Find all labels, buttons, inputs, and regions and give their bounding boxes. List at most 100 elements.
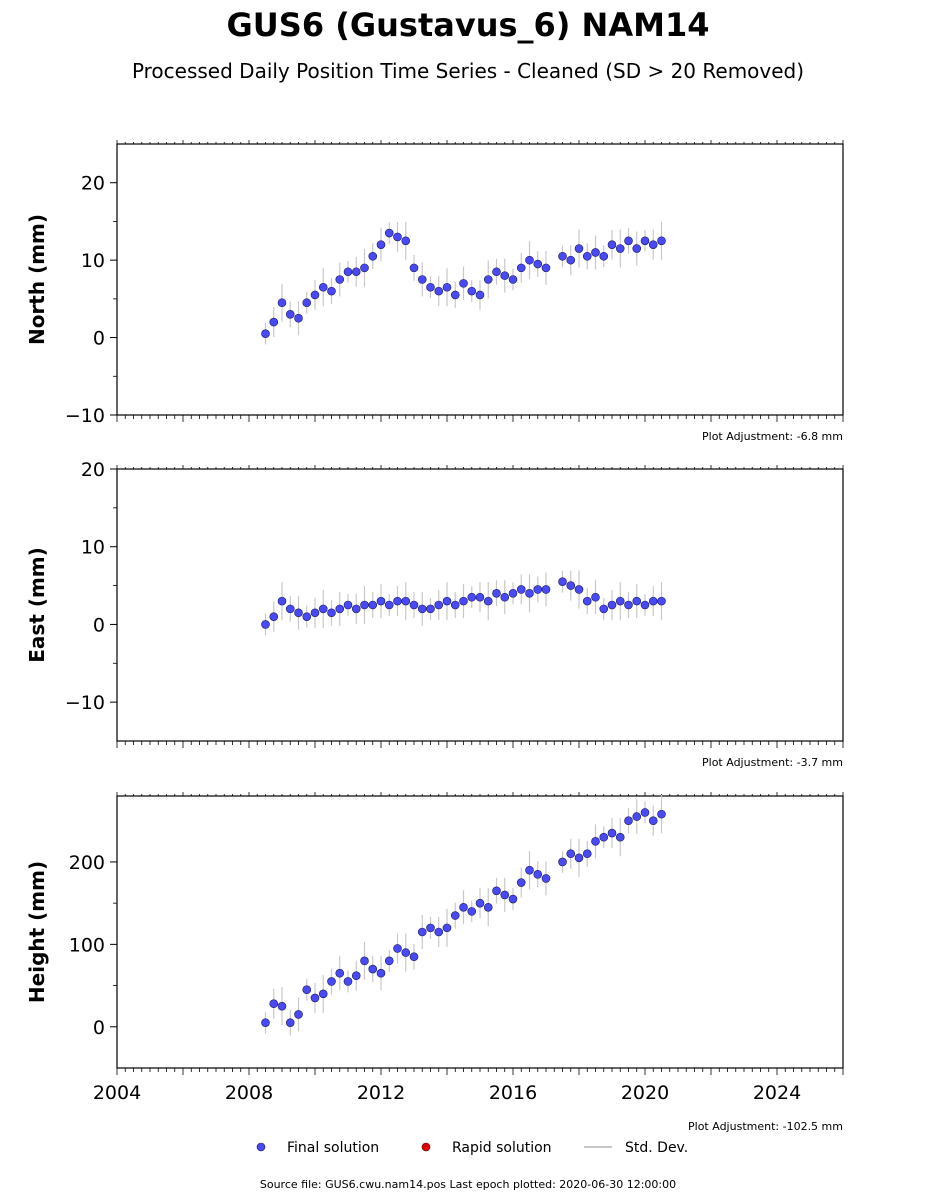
data-points bbox=[261, 577, 666, 629]
data-point bbox=[566, 581, 576, 590]
data-point bbox=[360, 600, 369, 610]
data-point bbox=[269, 999, 279, 1009]
data-point bbox=[632, 812, 642, 821]
data-point bbox=[607, 600, 617, 610]
data-point bbox=[525, 589, 534, 598]
data-point bbox=[393, 944, 402, 953]
data-point bbox=[541, 585, 551, 594]
data-point bbox=[541, 263, 551, 273]
data-point bbox=[508, 894, 518, 904]
data-point bbox=[648, 596, 658, 606]
data-point bbox=[516, 585, 526, 594]
data-point bbox=[261, 620, 270, 629]
data-point bbox=[475, 592, 485, 602]
data-point bbox=[648, 816, 658, 826]
data-point bbox=[401, 596, 411, 606]
data-point bbox=[657, 236, 666, 246]
data-point bbox=[401, 236, 411, 246]
data-point bbox=[318, 282, 328, 292]
std-dev-bars bbox=[264, 795, 663, 1036]
data-point bbox=[459, 279, 468, 288]
chart-title: GUS6 (Gustavus_6) NAM14 bbox=[227, 6, 710, 44]
data-point bbox=[574, 853, 584, 863]
plot-frame bbox=[116, 143, 844, 416]
data-point bbox=[285, 310, 295, 319]
data-point bbox=[607, 828, 617, 838]
data-point bbox=[409, 263, 419, 273]
y-tick-label: 0 bbox=[93, 328, 105, 350]
y-tick-label: 10 bbox=[81, 250, 105, 272]
data-point bbox=[500, 271, 510, 280]
data-point bbox=[657, 809, 666, 819]
data-point bbox=[525, 255, 534, 265]
data-point bbox=[483, 275, 493, 284]
data-point bbox=[591, 248, 600, 257]
data-point bbox=[450, 290, 460, 300]
data-point bbox=[599, 832, 609, 842]
plot-adjustment: Plot Adjustment: -6.8 mm bbox=[702, 430, 843, 443]
data-point bbox=[277, 298, 287, 308]
x-tick-label: 2024 bbox=[753, 1082, 801, 1104]
data-point bbox=[401, 948, 411, 957]
data-points bbox=[261, 808, 666, 1027]
data-point bbox=[508, 589, 518, 598]
data-point bbox=[335, 968, 345, 978]
data-point bbox=[327, 977, 336, 986]
data-point bbox=[632, 244, 642, 253]
data-point bbox=[442, 596, 452, 606]
data-point bbox=[632, 596, 642, 606]
x-tick-label: 2016 bbox=[489, 1082, 537, 1104]
source-note: Source file: GUS6.cwu.nam14.pos Last epo… bbox=[260, 1178, 676, 1191]
data-point bbox=[591, 837, 600, 846]
x-tick-label: 2004 bbox=[93, 1082, 141, 1104]
data-point bbox=[310, 993, 320, 1003]
data-point bbox=[566, 255, 576, 265]
data-point bbox=[335, 275, 345, 284]
data-point bbox=[558, 577, 567, 586]
data-point bbox=[417, 275, 427, 284]
x-tick-label: 2012 bbox=[357, 1082, 405, 1104]
data-point bbox=[599, 251, 609, 261]
data-point bbox=[574, 244, 584, 253]
plot-frame bbox=[116, 795, 844, 1069]
data-point bbox=[294, 313, 303, 323]
data-point bbox=[483, 902, 493, 912]
data-points bbox=[261, 228, 666, 339]
data-point bbox=[343, 267, 353, 277]
data-point bbox=[318, 604, 328, 614]
y-tick-label: 0 bbox=[93, 614, 105, 636]
plot-adjustment: Plot Adjustment: -102.5 mm bbox=[688, 1120, 843, 1133]
data-point bbox=[640, 600, 650, 610]
y-tick-label: 100 bbox=[69, 934, 105, 956]
x-tick-label: 2020 bbox=[621, 1082, 669, 1104]
data-point bbox=[525, 865, 534, 875]
data-point bbox=[426, 282, 435, 292]
data-point bbox=[475, 898, 485, 908]
data-point bbox=[261, 1018, 270, 1027]
data-point bbox=[302, 612, 312, 621]
data-point bbox=[294, 608, 303, 618]
data-point bbox=[640, 236, 650, 246]
data-point bbox=[384, 600, 394, 610]
data-point bbox=[376, 596, 386, 606]
data-point bbox=[648, 240, 658, 249]
data-point bbox=[500, 890, 510, 900]
data-point bbox=[467, 286, 477, 296]
data-point bbox=[624, 236, 633, 246]
data-point bbox=[417, 604, 427, 614]
data-point bbox=[508, 275, 518, 284]
data-point bbox=[492, 886, 501, 896]
data-point bbox=[467, 592, 477, 602]
data-point bbox=[393, 596, 402, 606]
legend-rapid-label: Rapid solution bbox=[452, 1140, 552, 1156]
data-point bbox=[582, 849, 592, 858]
data-point bbox=[599, 604, 609, 614]
data-point bbox=[566, 849, 576, 858]
data-point bbox=[343, 977, 353, 986]
data-point bbox=[327, 286, 336, 296]
data-point bbox=[434, 927, 444, 937]
y-axis-label: North (mm) bbox=[25, 214, 49, 345]
data-point bbox=[467, 907, 477, 916]
data-point bbox=[533, 585, 543, 594]
